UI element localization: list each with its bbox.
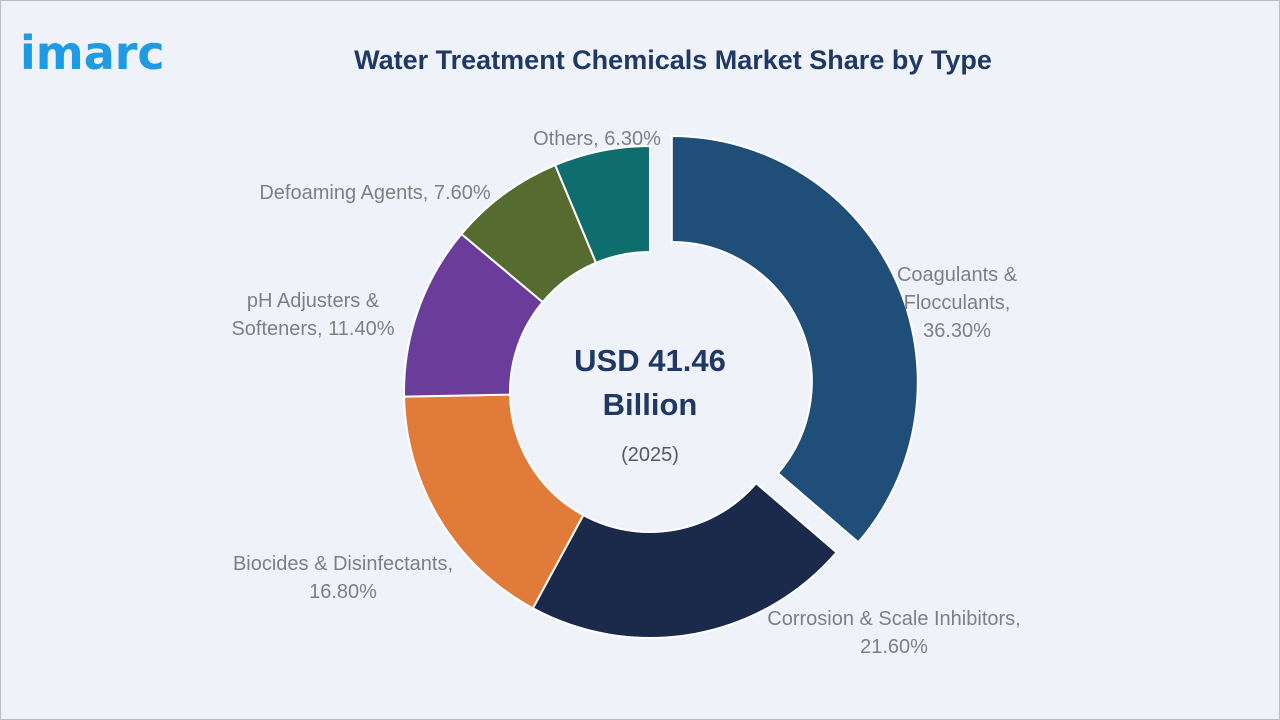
labels-group: Coagulants & Flocculants, 36.30% Corrosion … [231, 128, 1020, 658]
data-label-line: 16.80% [309, 581, 377, 603]
data-label-others: Others, 6.30% [533, 128, 661, 150]
data-label-defoaming-agents: Defoaming Agents, 7.60% [259, 182, 490, 204]
data-label-line: Coagulants & [897, 264, 1018, 286]
data-label-biocides-disinfectants: Biocides & Disinfectants, 16.80% [233, 553, 453, 603]
data-label-line: Others, 6.30% [533, 128, 661, 150]
data-label-line: 36.30% [923, 320, 991, 342]
slice-others [553, 144, 651, 265]
slice-biocides-disinfectants [403, 393, 585, 610]
slice-coagulants-flocculants [670, 134, 919, 544]
slices-group [403, 134, 919, 639]
data-label-line: pH Adjusters & [247, 290, 380, 312]
data-label-line: Corrosion & Scale Inhibitors, [767, 608, 1020, 630]
center-year: (2025) [621, 444, 679, 466]
data-label-line: Biocides & Disinfectants, [233, 553, 453, 575]
slice-corrosion-scale-inhibitors [531, 481, 838, 639]
center-unit: Billion [603, 387, 698, 422]
data-label-corrosion-scale-inhibitors: Corrosion & Scale Inhibitors, 21.60% [767, 608, 1020, 658]
data-label-line: Defoaming Agents, 7.60% [259, 182, 490, 204]
center-value: USD 41.46 [574, 343, 726, 378]
data-label-line: Softeners, 11.40% [231, 318, 394, 340]
center-group: USD 41.46 Billion (2025) [574, 343, 726, 466]
data-label-line: Flocculants, [904, 292, 1011, 314]
data-label-coagulants-flocculants: Coagulants & Flocculants, 36.30% [897, 264, 1018, 342]
chart-title: Water Treatment Chemicals Market Share b… [354, 45, 992, 75]
imarc-logo: imarc [20, 26, 165, 80]
data-label-ph-adjusters-softeners: pH Adjusters & Softeners, 11.40% [231, 290, 394, 340]
data-label-line: 21.60% [860, 636, 928, 658]
